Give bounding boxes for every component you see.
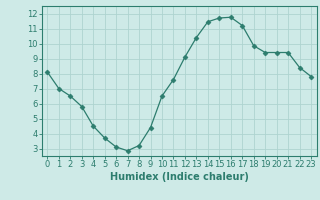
X-axis label: Humidex (Indice chaleur): Humidex (Indice chaleur) <box>110 172 249 182</box>
